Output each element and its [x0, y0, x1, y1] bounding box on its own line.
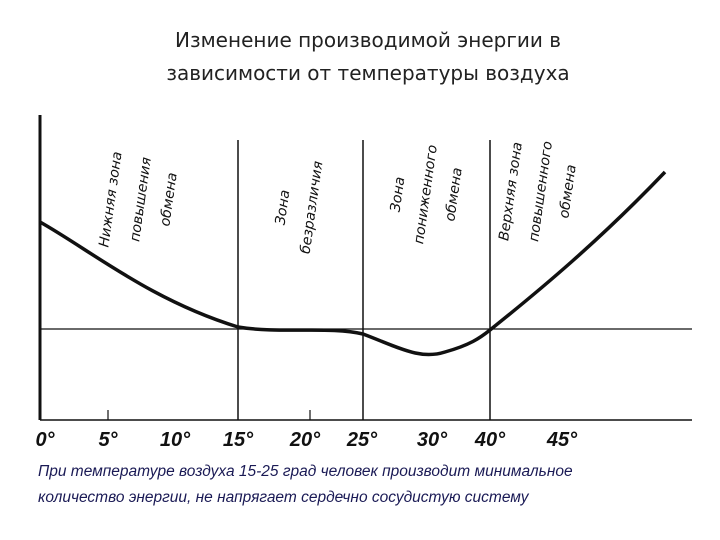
caption: количество энергии, не напрягает сердечн…: [38, 489, 530, 506]
zone-label: Зона: [388, 176, 409, 213]
title: зависимости от температуры воздуха: [166, 61, 569, 85]
zone-label: повышенного: [526, 140, 556, 242]
title: Изменение производимой энергии в: [175, 28, 561, 52]
x-tick-label: 5°: [98, 429, 118, 451]
x-tick-label: 40°: [474, 429, 506, 451]
zone-label: Верхняя зона: [496, 141, 526, 242]
x-tick-label: 0°: [35, 429, 55, 451]
zone-label: Нижняя зона: [96, 151, 125, 249]
x-tick-label: 25°: [346, 429, 378, 451]
zone-label: Зона: [273, 189, 294, 226]
x-tick-label: 10°: [160, 429, 191, 451]
x-tick-label: 45°: [546, 429, 578, 451]
caption: При температуре воздуха 15-25 град челов…: [38, 463, 573, 480]
diagram: [38, 115, 692, 421]
energy-curve: [39, 170, 667, 357]
zone-label: обмена: [556, 164, 579, 220]
x-tick-label: 20°: [289, 429, 321, 451]
x-tick-label: 30°: [417, 429, 448, 451]
x-tick-label: 15°: [223, 429, 254, 451]
zone-label: пониженного: [411, 144, 441, 245]
zone-label: обмена: [442, 167, 465, 223]
zone-label: обмена: [157, 172, 180, 228]
zone-label: повышения: [127, 156, 155, 243]
zone-label: безразличия: [298, 160, 327, 255]
